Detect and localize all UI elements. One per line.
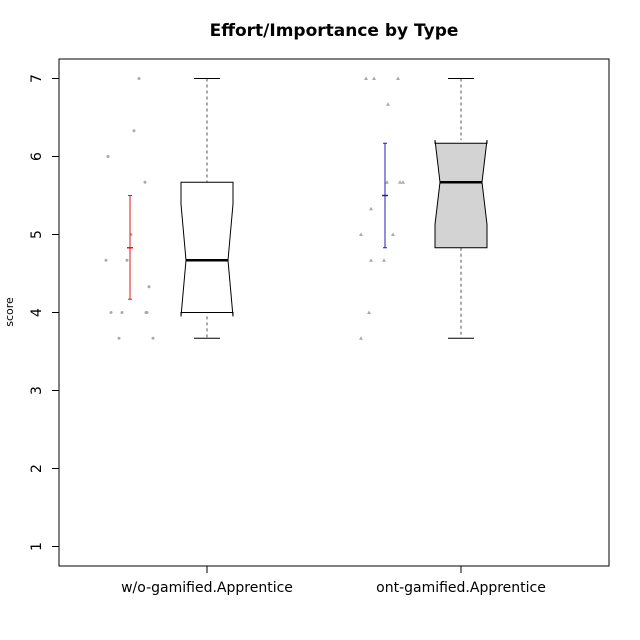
data-point [398, 180, 402, 184]
y-tick-label: 2 [29, 464, 45, 473]
y-tick-label: 7 [29, 74, 45, 83]
data-point [109, 311, 113, 314]
data-point [145, 311, 149, 314]
box-body [180, 181, 234, 317]
chart-title: Effort/Importance by Type [210, 21, 459, 41]
y-tick-label: 5 [29, 230, 45, 239]
x-tick-label: w/o-gamified.Apprentice [121, 580, 293, 596]
data-point [147, 285, 151, 289]
data-point [104, 258, 108, 262]
box-0 [104, 77, 234, 340]
data-point [106, 155, 110, 158]
data-point [396, 76, 400, 80]
y-tick-label: 6 [29, 152, 45, 161]
box-group [104, 76, 488, 340]
data-point [143, 180, 147, 184]
data-point [117, 336, 121, 340]
data-point [382, 258, 386, 262]
box-1 [359, 76, 488, 340]
data-point [151, 336, 155, 340]
plot-frame [58, 58, 610, 567]
data-point [120, 311, 124, 314]
y-tick-label: 4 [29, 308, 45, 317]
data-point [369, 258, 373, 262]
data-point [369, 206, 373, 211]
data-point [372, 76, 376, 80]
y-tick-label: 3 [29, 386, 45, 395]
data-point [385, 180, 389, 184]
box-body [434, 140, 488, 249]
data-point [359, 232, 363, 236]
data-point [367, 310, 371, 314]
y-axis: 1 2 3 4 5 6 7 [29, 74, 60, 551]
x-tick-label: ont-gamified.Apprentice [376, 580, 546, 596]
x-axis: w/o-gamified.Apprentice ont-gamified.Appr… [121, 566, 546, 596]
data-point [359, 336, 363, 340]
data-point [401, 180, 405, 184]
data-point [386, 102, 390, 106]
y-axis-label: score [3, 297, 16, 327]
data-point [125, 258, 129, 262]
y-tick-label: 1 [29, 542, 45, 551]
data-point [391, 232, 395, 236]
data-point [137, 77, 141, 80]
data-point [132, 129, 136, 133]
data-point [364, 76, 368, 80]
